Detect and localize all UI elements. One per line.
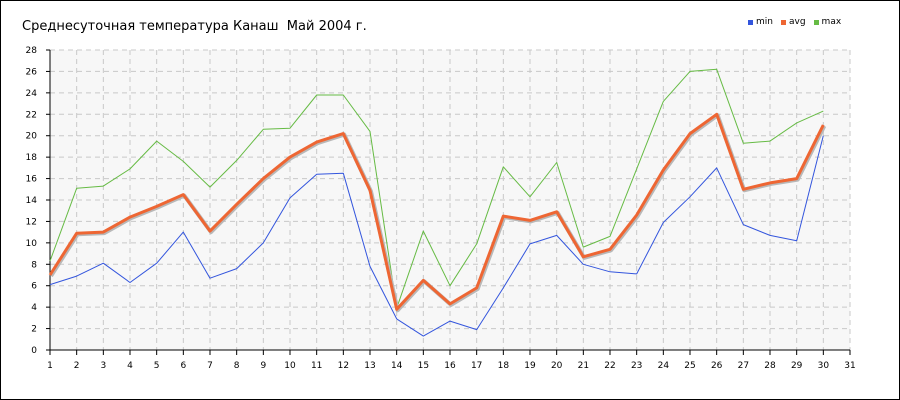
- y-tick-label: 26: [26, 67, 38, 77]
- x-tick-label: 10: [284, 361, 296, 371]
- x-tick-label: 7: [207, 361, 213, 371]
- x-tick-label: 11: [311, 361, 322, 371]
- x-tick-label: 26: [711, 361, 723, 371]
- x-tick-label: 28: [764, 361, 776, 371]
- y-tick-label: 6: [31, 282, 37, 292]
- y-tick-label: 16: [26, 175, 38, 185]
- x-tick-label: 17: [471, 361, 482, 371]
- series-line-min: [49, 135, 824, 337]
- x-tick-label: 19: [524, 361, 536, 371]
- x-tick-label: 1: [47, 361, 53, 371]
- legend-label-min: min: [756, 17, 773, 27]
- x-tick-label: 29: [791, 361, 803, 371]
- x-tick-label: 15: [418, 361, 429, 371]
- x-tick-label: 25: [684, 361, 695, 371]
- legend-item-min: min: [748, 17, 773, 27]
- x-tick-label: 3: [100, 361, 106, 371]
- x-tick-label: 24: [658, 361, 670, 371]
- y-tick-label: 20: [26, 132, 38, 142]
- x-tick-label: 30: [818, 361, 830, 371]
- x-tick-label: 31: [844, 361, 855, 371]
- y-tick-label: 4: [31, 303, 37, 313]
- x-tick-label: 4: [127, 361, 133, 371]
- y-tick-label: 0: [31, 346, 37, 356]
- legend-swatch-avg: [780, 19, 786, 25]
- legend-label-max: max: [821, 17, 842, 27]
- x-tick-label: 13: [364, 361, 375, 371]
- legend-label-avg: avg: [788, 17, 806, 27]
- series-line-avg: [48, 112, 825, 311]
- x-tick-label: 20: [551, 361, 563, 371]
- series-line-max: [49, 68, 824, 309]
- legend-item-avg: avg: [780, 17, 806, 27]
- x-tick-label: 12: [338, 361, 349, 371]
- legend-swatch-max: [813, 19, 819, 25]
- x-tick-label: 22: [604, 361, 615, 371]
- x-tick-label: 6: [180, 361, 186, 371]
- x-tick-label: 2: [74, 361, 80, 371]
- y-tick-label: 18: [26, 153, 38, 163]
- y-tick-label: 14: [26, 196, 38, 206]
- y-tick-label: 28: [26, 46, 38, 56]
- legend-swatch-min: [748, 19, 753, 25]
- y-tick-label: 24: [26, 89, 38, 99]
- y-tick-label: 22: [26, 110, 37, 120]
- x-tick-label: 9: [260, 361, 266, 371]
- x-tick-label: 18: [498, 361, 510, 371]
- x-tick-label: 14: [391, 361, 403, 371]
- chart-title: Среднесуточная температура Канаш Май 200…: [22, 19, 367, 34]
- x-tick-label: 5: [154, 361, 160, 371]
- y-tick-label: 12: [26, 217, 37, 227]
- x-tick-label: 27: [738, 361, 749, 371]
- y-tick-label: 8: [31, 260, 37, 270]
- x-tick-label: 21: [578, 361, 589, 371]
- legend-item-max: max: [813, 17, 842, 27]
- x-tick-label: 23: [631, 361, 642, 371]
- x-tick-label: 16: [444, 361, 456, 371]
- chart-legend: min avg max: [748, 15, 849, 29]
- y-tick-label: 10: [26, 239, 38, 249]
- y-tick-label: 2: [31, 325, 37, 335]
- x-tick-label: 8: [234, 361, 240, 371]
